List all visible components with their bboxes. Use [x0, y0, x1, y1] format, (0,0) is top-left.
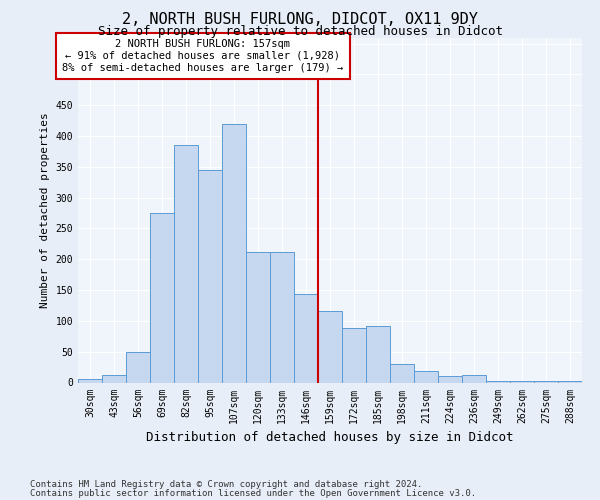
- Bar: [198, 170, 222, 382]
- Bar: [414, 372, 438, 382]
- Bar: [558, 380, 582, 382]
- Bar: [486, 380, 510, 382]
- Bar: [150, 213, 174, 382]
- Text: Contains HM Land Registry data © Crown copyright and database right 2024.: Contains HM Land Registry data © Crown c…: [30, 480, 422, 489]
- Y-axis label: Number of detached properties: Number of detached properties: [40, 112, 50, 308]
- Bar: [390, 364, 414, 382]
- Bar: [342, 328, 366, 382]
- Bar: [294, 294, 318, 382]
- Text: 2, NORTH BUSH FURLONG, DIDCOT, OX11 9DY: 2, NORTH BUSH FURLONG, DIDCOT, OX11 9DY: [122, 12, 478, 28]
- Bar: [510, 380, 534, 382]
- Bar: [318, 311, 342, 382]
- Bar: [222, 124, 246, 382]
- Bar: [246, 252, 270, 382]
- Bar: [174, 146, 198, 382]
- Text: Size of property relative to detached houses in Didcot: Size of property relative to detached ho…: [97, 25, 503, 38]
- Text: 2 NORTH BUSH FURLONG: 157sqm
← 91% of detached houses are smaller (1,928)
8% of : 2 NORTH BUSH FURLONG: 157sqm ← 91% of de…: [62, 40, 343, 72]
- Text: Contains public sector information licensed under the Open Government Licence v3: Contains public sector information licen…: [30, 488, 476, 498]
- Bar: [462, 375, 486, 382]
- X-axis label: Distribution of detached houses by size in Didcot: Distribution of detached houses by size …: [146, 431, 514, 444]
- Bar: [270, 252, 294, 382]
- Bar: [126, 352, 150, 382]
- Bar: [102, 375, 126, 382]
- Bar: [366, 326, 390, 382]
- Bar: [78, 380, 102, 382]
- Bar: [438, 376, 462, 382]
